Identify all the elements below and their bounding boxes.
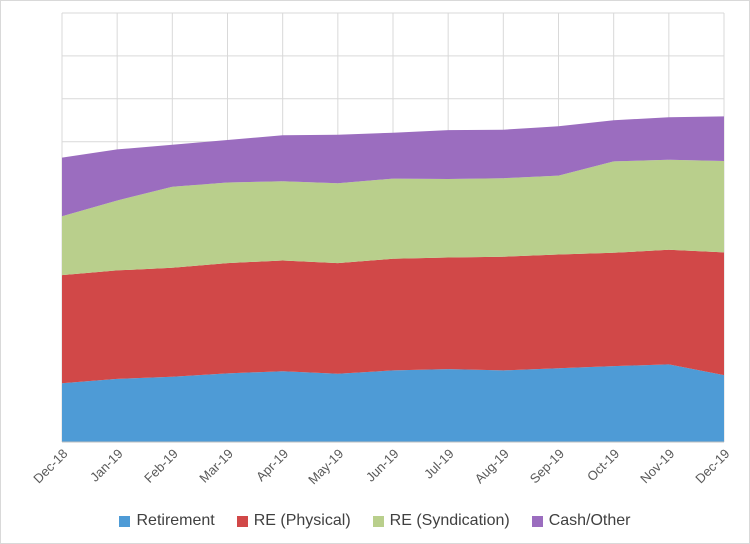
legend-swatch	[236, 515, 248, 527]
legend-label: Cash/Other	[548, 512, 631, 529]
area-series	[62, 116, 724, 443]
area-re-syndication	[62, 159, 724, 276]
x-tick-label: Oct-19	[584, 446, 622, 484]
x-tick-label: Mar-19	[196, 446, 236, 486]
x-axis-ticks: Dec-18 Jan-19 Feb-19 Mar-19 Apr-19 May-19 Jun-…	[30, 446, 732, 487]
legend-item-re-syndication: RE (Syndication)	[372, 512, 510, 530]
legend-swatch	[531, 515, 543, 527]
legend-item-cash-other: Cash/Other	[531, 512, 631, 530]
x-tick-label: Sep-19	[527, 446, 567, 486]
legend-label: RE (Syndication)	[389, 512, 510, 529]
x-tick-label: Feb-19	[141, 446, 181, 486]
legend-swatch	[119, 515, 131, 527]
x-tick-label: Aug-19	[472, 446, 512, 486]
area-re-physical	[62, 249, 724, 384]
legend-label: RE (Physical)	[253, 512, 351, 529]
legend: Retirement RE (Physical) RE (Syndication…	[1, 512, 749, 530]
x-tick-label: Jan-19	[87, 446, 126, 485]
x-tick-label: May-19	[305, 446, 346, 487]
x-tick-label: Dec-19	[692, 446, 732, 486]
legend-item-retirement: Retirement	[119, 512, 215, 530]
x-tick-label: Apr-19	[253, 446, 291, 484]
stacked-area-chart: Dec-18 Jan-19 Feb-19 Mar-19 Apr-19 May-19 Jun-…	[30, 12, 733, 487]
x-tick-label: Jun-19	[363, 446, 402, 485]
legend-swatch	[372, 515, 384, 527]
x-tick-label: Nov-19	[637, 446, 677, 486]
area-cash-other	[62, 116, 724, 217]
legend-label: Retirement	[136, 512, 215, 529]
x-tick-label: Jul-19	[421, 446, 457, 482]
legend-item-re-physical: RE (Physical)	[236, 512, 351, 530]
x-tick-label: Dec-18	[30, 446, 70, 486]
area-retirement	[62, 364, 724, 442]
